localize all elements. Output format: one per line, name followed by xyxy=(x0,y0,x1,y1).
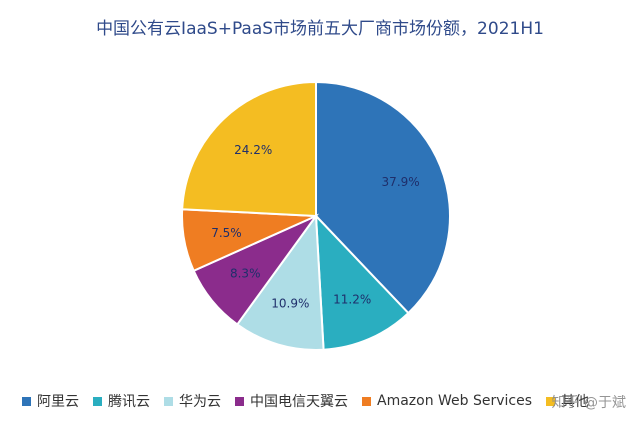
pie-slice-5 xyxy=(181,80,317,218)
legend-label-5: 其他 xyxy=(561,394,590,410)
legend-item-4: Amazon Web Services xyxy=(362,393,532,409)
legend-swatch-2 xyxy=(164,396,173,406)
chart-title: 中国公有云IaaS+PaaS市场前五大厂商市场份额，2021H1 xyxy=(96,19,544,39)
legend-swatch-4 xyxy=(362,396,371,406)
pie-slice-1 xyxy=(314,213,410,351)
legend-label-2: 华为云 xyxy=(179,394,221,410)
watermark: 知乎 @于斌 xyxy=(551,395,626,411)
legend-swatch-1 xyxy=(93,396,102,406)
pie-slice-2 xyxy=(235,213,325,351)
legend-swatch-5 xyxy=(546,396,556,406)
slice-label-3: 8.3% xyxy=(230,266,261,280)
pie-slices xyxy=(181,80,451,351)
legend-item-2: 华为云 xyxy=(164,391,221,411)
legend-item-0: 阿里云 xyxy=(22,391,79,411)
legend-swatch-0 xyxy=(22,396,31,406)
slice-label-2: 10.9% xyxy=(271,296,309,310)
slice-label-5: 24.2% xyxy=(234,143,272,157)
legend-label-1: 腾讯云 xyxy=(108,394,150,410)
legend-swatch-3 xyxy=(235,396,244,406)
legend-item-5: 其他 xyxy=(546,391,589,411)
slice-label-0: 37.9% xyxy=(382,175,420,189)
legend-label-3: 中国电信天翼云 xyxy=(250,394,348,410)
slice-label-1: 11.2% xyxy=(333,293,371,307)
pie-labels: 37.9% 11.2% 10.9% 8.3% 7.5% 24.2% xyxy=(211,143,419,310)
legend-item-3: 中国电信天翼云 xyxy=(235,391,348,411)
chart-legend: 阿里云 腾讯云 华为云 中国电信天翼云 Amazon Web Services 其他 xyxy=(22,390,632,412)
pie-slice-0 xyxy=(315,80,451,315)
legend-label-0: 阿里云 xyxy=(37,394,79,410)
legend-item-1: 腾讯云 xyxy=(93,391,150,411)
slice-label-4: 7.5% xyxy=(211,226,242,240)
legend-label-4: Amazon Web Services xyxy=(377,393,533,409)
